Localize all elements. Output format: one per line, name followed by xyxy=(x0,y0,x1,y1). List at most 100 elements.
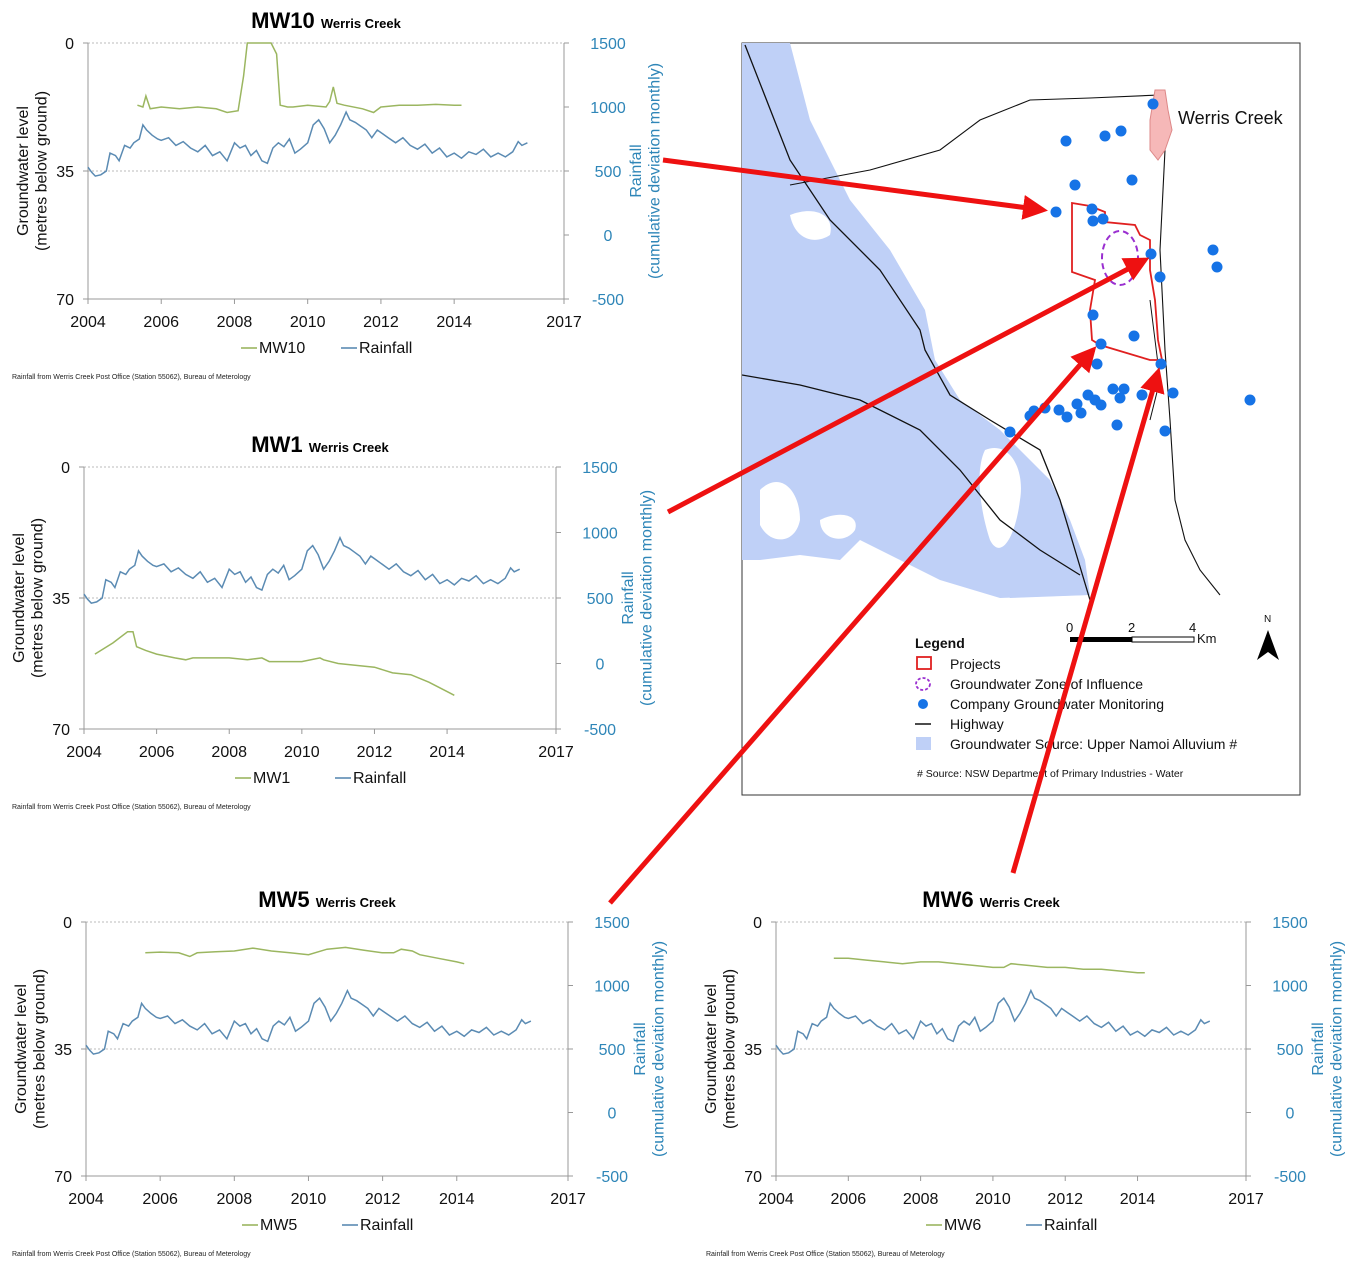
x-tick-label: 2008 xyxy=(217,1191,253,1208)
chart-source-note: Rainfall from Werris Creek Post Office (… xyxy=(12,1251,251,1258)
y-tick-label: 70 xyxy=(52,722,70,739)
legend-monitoring-icon xyxy=(918,699,928,709)
monitoring-well xyxy=(1167,387,1179,399)
x-tick-label: 2006 xyxy=(142,1191,178,1208)
y-axis-label: Groundwater level(metres below ground) xyxy=(703,969,738,1129)
y2-tick-label: -500 xyxy=(584,722,616,739)
x-tick-label: 2014 xyxy=(439,1191,475,1208)
y2-tick-label: 500 xyxy=(1277,1042,1304,1059)
y-tick-label: 0 xyxy=(65,36,74,53)
monitoring-well xyxy=(1069,179,1081,191)
map-source-note: # Source: NSW Department of Primary Indu… xyxy=(917,768,1184,780)
y2-axis-label-line: Rainfall xyxy=(1310,1022,1327,1075)
y-tick-label: 35 xyxy=(56,164,74,181)
y2-tick-label: 0 xyxy=(1286,1106,1295,1123)
chart-title: MW5 Werris Creek xyxy=(258,887,396,912)
chart-title: MW1 Werris Creek xyxy=(251,432,389,457)
x-tick-label: 2006 xyxy=(831,1191,867,1208)
monitoring-well xyxy=(1039,402,1051,414)
y2-axis-label-line: (cumulative deviation monthly) xyxy=(647,63,664,279)
y2-tick-label: 500 xyxy=(587,591,614,608)
x-tick-label: 2012 xyxy=(363,314,399,331)
y2-axis-label-line: Rainfall xyxy=(632,1022,649,1075)
y2-tick-label: 1000 xyxy=(590,100,626,117)
legend-label: Rainfall xyxy=(1044,1217,1097,1234)
monitoring-well xyxy=(1004,426,1016,438)
y2-tick-label: 0 xyxy=(596,657,605,674)
series-line-rainfall xyxy=(83,535,521,605)
y2-tick-label: -500 xyxy=(1274,1169,1306,1186)
x-tick-label: 2017 xyxy=(1228,1191,1264,1208)
y2-tick-label: 1000 xyxy=(594,979,630,996)
series-line-rainfall xyxy=(87,110,528,177)
y-axis-label-line: Groundwater level xyxy=(11,533,28,663)
legend-label: Rainfall xyxy=(359,340,412,357)
x-tick-label: 2017 xyxy=(546,314,582,331)
monitoring-well xyxy=(1050,206,1062,218)
chart-subtitle: Werris Creek xyxy=(316,895,397,910)
north-arrow-icon: N xyxy=(1257,614,1279,660)
chart-subtitle: Werris Creek xyxy=(309,440,390,455)
x-tick-label: 2012 xyxy=(357,744,393,761)
y2-axis-label: Rainfall(cumulative deviation monthly) xyxy=(628,63,663,279)
y2-tick-label: 1500 xyxy=(590,36,626,53)
x-tick-label: 2006 xyxy=(139,744,175,761)
x-tick-label: 2017 xyxy=(538,744,574,761)
town-label: Werris Creek xyxy=(1178,108,1284,128)
y-tick-label: 35 xyxy=(54,1042,72,1059)
y2-tick-label: -500 xyxy=(596,1169,628,1186)
series-line-rainfall xyxy=(85,988,532,1055)
y-tick-label: 0 xyxy=(61,460,70,477)
x-tick-label: 2004 xyxy=(68,1191,104,1208)
y2-tick-label: 0 xyxy=(604,228,613,245)
monitoring-well xyxy=(1147,98,1159,110)
y2-tick-label: 500 xyxy=(595,164,622,181)
y-tick-label: 70 xyxy=(744,1169,762,1186)
legend-alluvium-icon xyxy=(916,737,931,750)
chart-source-note: Rainfall from Werris Creek Post Office (… xyxy=(12,374,251,381)
monitoring-well xyxy=(1155,358,1167,370)
monitoring-well xyxy=(1114,392,1126,404)
legend-label: Groundwater Source: Upper Namoi Alluvium… xyxy=(950,736,1237,752)
x-tick-label: 2014 xyxy=(436,314,472,331)
monitoring-well xyxy=(1211,261,1223,273)
y-tick-label: 0 xyxy=(753,915,762,932)
series-line-mw10 xyxy=(137,42,462,114)
monitoring-well xyxy=(1145,248,1157,260)
chart-source-note: Rainfall from Werris Creek Post Office (… xyxy=(706,1251,945,1258)
legend-label: MW10 xyxy=(259,340,305,357)
y2-tick-label: -500 xyxy=(592,292,624,309)
monitoring-well xyxy=(1126,174,1138,186)
y2-tick-label: 500 xyxy=(599,1042,626,1059)
monitoring-well xyxy=(1115,125,1127,137)
y2-axis-label: Rainfall(cumulative deviation monthly) xyxy=(632,941,667,1157)
monitoring-well xyxy=(1075,407,1087,419)
monitoring-well xyxy=(1159,425,1171,437)
legend-label: Groundwater Zone of Influence xyxy=(950,676,1143,692)
y-axis-label-line: Groundwater level xyxy=(15,106,32,236)
x-tick-label: 2010 xyxy=(291,1191,327,1208)
y-axis-label-line: (metres below ground) xyxy=(30,518,47,678)
series-line-rainfall xyxy=(775,988,1211,1055)
monitoring-well xyxy=(1087,215,1099,227)
x-tick-label: 2004 xyxy=(66,744,102,761)
x-tick-label: 2014 xyxy=(1120,1191,1156,1208)
monitoring-well xyxy=(1095,399,1107,411)
scale-label: 2 xyxy=(1128,620,1135,635)
scale-unit: Km xyxy=(1197,631,1217,646)
x-tick-label: 2004 xyxy=(70,314,106,331)
y-tick-label: 35 xyxy=(744,1042,762,1059)
legend-label: Rainfall xyxy=(353,770,406,787)
monitoring-well xyxy=(1024,410,1036,422)
y2-tick-label: 0 xyxy=(608,1106,617,1123)
chart-subtitle: Werris Creek xyxy=(321,16,402,31)
chart-title-main: MW10 xyxy=(251,8,321,33)
alluvium-hole-3 xyxy=(790,211,831,240)
legend-label: MW5 xyxy=(260,1217,297,1234)
chart-title: MW10 Werris Creek xyxy=(251,8,401,33)
y2-tick-label: 1500 xyxy=(594,915,630,932)
x-tick-label: 2012 xyxy=(365,1191,401,1208)
y-axis-label-line: Groundwater level xyxy=(13,984,30,1114)
y-tick-label: 35 xyxy=(52,591,70,608)
chart-title-main: MW5 xyxy=(258,887,315,912)
